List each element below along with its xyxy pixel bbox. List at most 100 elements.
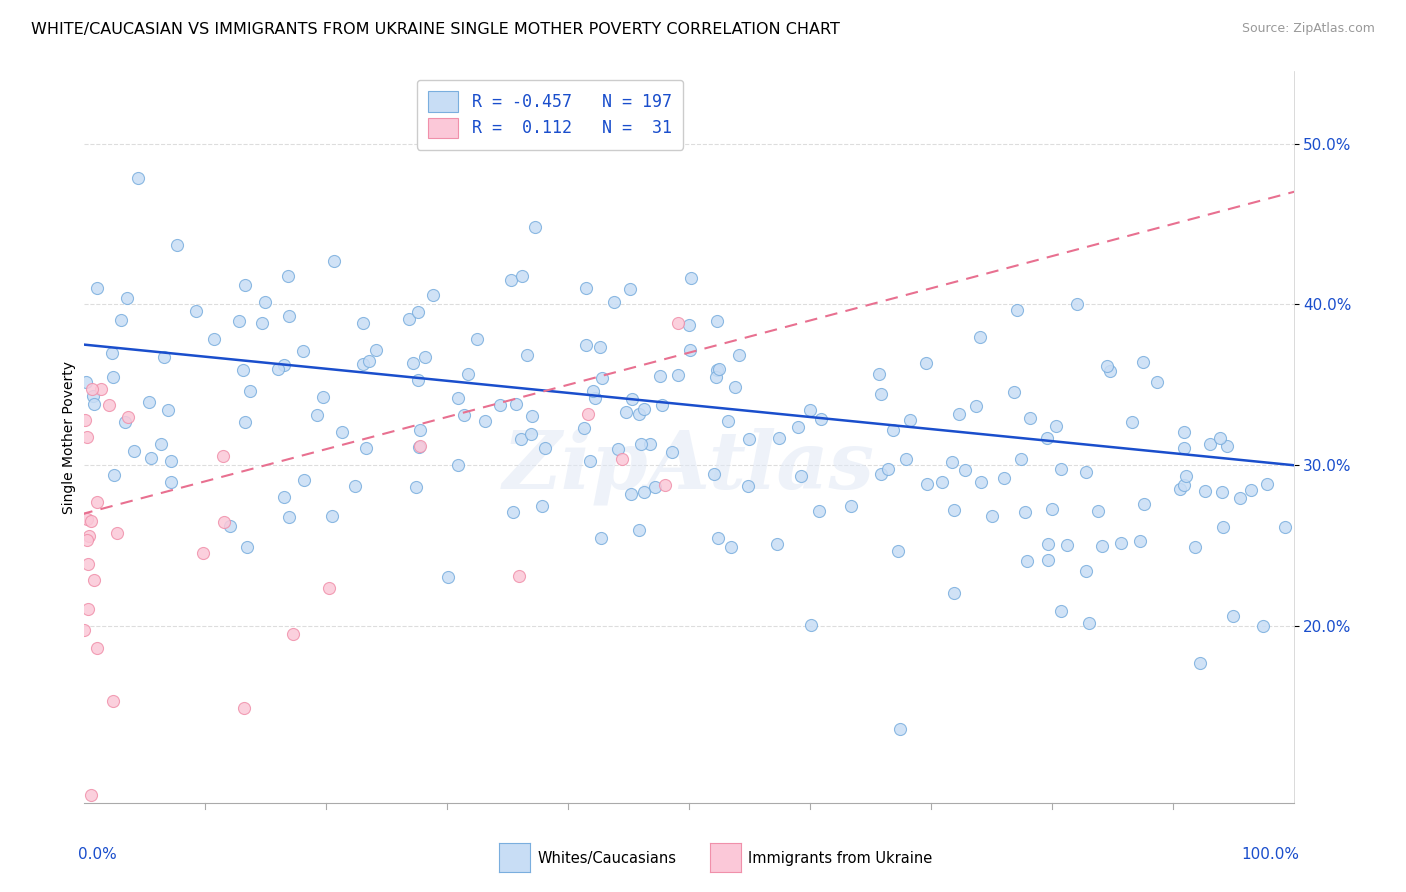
- Point: [436, 570, 458, 584]
- Point: [127, 170, 149, 185]
- Point: [76, 430, 98, 444]
- Point: [509, 432, 531, 446]
- Point: [980, 509, 1002, 524]
- Point: [86, 281, 108, 295]
- Point: [1222, 609, 1244, 624]
- Point: [706, 313, 728, 327]
- Point: [1173, 425, 1195, 439]
- Point: [406, 305, 429, 319]
- Point: [508, 569, 530, 583]
- Point: [80, 788, 103, 802]
- Point: [292, 474, 315, 488]
- Point: [117, 409, 139, 424]
- Point: [575, 338, 598, 352]
- Point: [1184, 540, 1206, 554]
- Point: [233, 700, 256, 714]
- Point: [422, 288, 444, 302]
- Point: [505, 397, 527, 411]
- Point: [233, 415, 256, 429]
- Point: [728, 348, 751, 362]
- Point: [633, 485, 655, 500]
- Point: [1188, 656, 1211, 670]
- Point: [408, 373, 430, 387]
- Point: [948, 408, 970, 422]
- Point: [703, 467, 725, 482]
- Point: [1050, 461, 1073, 475]
- Point: [765, 537, 787, 551]
- Point: [150, 437, 173, 451]
- Point: [267, 362, 290, 376]
- Point: [141, 450, 163, 465]
- Point: [278, 310, 301, 324]
- Point: [603, 295, 626, 310]
- Point: [80, 514, 103, 528]
- Point: [354, 441, 377, 455]
- Point: [1087, 504, 1109, 518]
- Point: [77, 529, 100, 543]
- Point: [413, 350, 436, 364]
- Point: [214, 515, 236, 529]
- Point: [627, 523, 650, 537]
- Point: [894, 452, 917, 467]
- Point: [405, 480, 427, 494]
- Point: [970, 475, 993, 489]
- Point: [706, 363, 728, 377]
- Point: [357, 354, 380, 368]
- Point: [799, 403, 821, 417]
- Point: [474, 414, 496, 428]
- Point: [76, 602, 98, 616]
- Point: [86, 495, 108, 509]
- Point: [965, 399, 987, 413]
- Point: [184, 304, 207, 318]
- Point: [720, 540, 742, 554]
- Point: [273, 490, 295, 504]
- Point: [352, 357, 374, 371]
- Point: [76, 511, 98, 525]
- Point: [239, 384, 262, 398]
- Point: [704, 370, 727, 384]
- Point: [1216, 439, 1239, 453]
- Point: [1132, 355, 1154, 369]
- Legend: R = -0.457   N = 197, R =  0.112   N =  31: R = -0.457 N = 197, R = 0.112 N = 31: [416, 79, 683, 150]
- Point: [1194, 484, 1216, 499]
- Point: [1074, 564, 1097, 578]
- Point: [1170, 483, 1192, 497]
- Point: [307, 408, 329, 422]
- Point: [530, 499, 553, 513]
- Point: [651, 398, 673, 412]
- Point: [619, 281, 641, 295]
- Point: [83, 574, 105, 588]
- Point: [283, 626, 305, 640]
- Point: [83, 397, 105, 411]
- Point: [931, 475, 953, 489]
- Point: [717, 414, 740, 428]
- Point: [868, 367, 890, 381]
- Point: [277, 509, 299, 524]
- Point: [738, 432, 761, 446]
- Point: [366, 343, 388, 358]
- Point: [86, 640, 108, 655]
- Point: [228, 314, 250, 328]
- Point: [122, 444, 145, 458]
- Point: [633, 401, 655, 416]
- Point: [232, 363, 254, 377]
- Point: [408, 424, 430, 438]
- Text: Immigrants from Ukraine: Immigrants from Ukraine: [748, 851, 932, 865]
- Point: [1173, 478, 1195, 492]
- Point: [114, 415, 136, 429]
- Point: [768, 431, 790, 445]
- Point: [943, 503, 966, 517]
- Point: [510, 268, 533, 283]
- Point: [787, 420, 810, 434]
- Point: [1173, 441, 1195, 455]
- Point: [993, 471, 1015, 485]
- Text: 0.0%: 0.0%: [79, 847, 117, 862]
- Point: [90, 382, 112, 396]
- Point: [398, 312, 420, 326]
- Point: [273, 358, 295, 372]
- Point: [80, 382, 103, 396]
- Point: [808, 504, 831, 518]
- Point: [737, 479, 759, 493]
- Point: [1036, 537, 1059, 551]
- Point: [252, 316, 274, 330]
